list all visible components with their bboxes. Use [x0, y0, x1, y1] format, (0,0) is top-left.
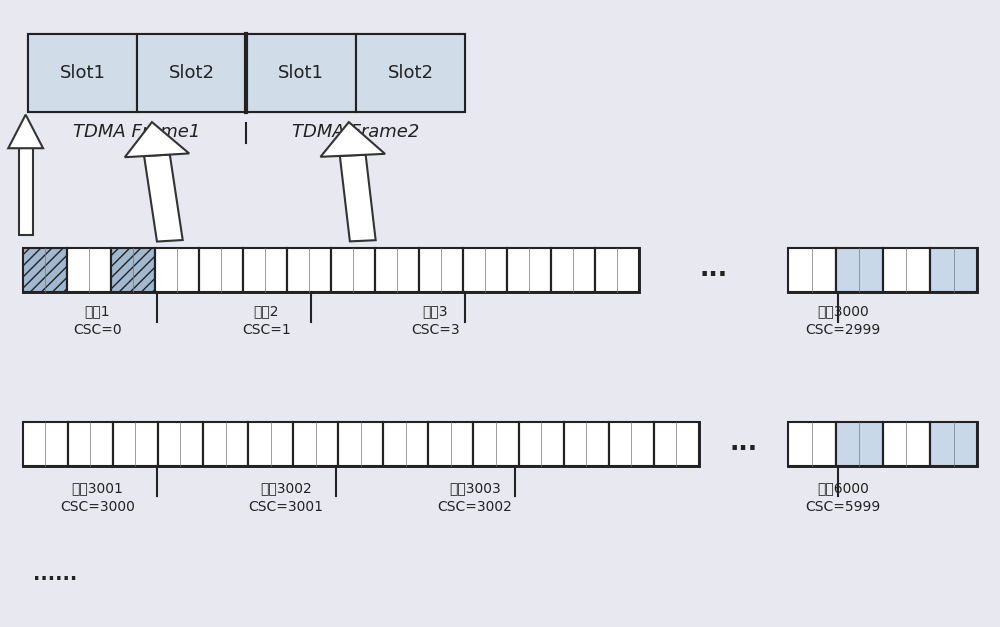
FancyBboxPatch shape: [113, 422, 158, 466]
FancyBboxPatch shape: [155, 248, 199, 292]
FancyBboxPatch shape: [287, 248, 331, 292]
FancyBboxPatch shape: [137, 34, 246, 112]
FancyBboxPatch shape: [23, 248, 639, 292]
FancyBboxPatch shape: [383, 422, 428, 466]
FancyBboxPatch shape: [28, 34, 137, 112]
FancyBboxPatch shape: [338, 422, 383, 466]
FancyBboxPatch shape: [463, 248, 507, 292]
FancyBboxPatch shape: [836, 422, 883, 466]
Polygon shape: [321, 122, 385, 157]
FancyBboxPatch shape: [788, 422, 836, 466]
FancyBboxPatch shape: [23, 248, 67, 292]
FancyBboxPatch shape: [23, 422, 699, 466]
Text: Slot1: Slot1: [59, 64, 105, 82]
FancyBboxPatch shape: [158, 422, 203, 466]
Text: Slot2: Slot2: [169, 64, 215, 82]
Text: ...: ...: [700, 256, 728, 281]
FancyBboxPatch shape: [654, 422, 699, 466]
Text: ......: ......: [33, 565, 77, 584]
Text: 复偈3001
CSC=3000: 复偈3001 CSC=3000: [60, 482, 135, 514]
FancyBboxPatch shape: [564, 422, 609, 466]
FancyBboxPatch shape: [551, 248, 595, 292]
FancyBboxPatch shape: [356, 34, 465, 112]
FancyBboxPatch shape: [609, 422, 654, 466]
FancyBboxPatch shape: [788, 422, 977, 466]
FancyBboxPatch shape: [836, 248, 883, 292]
Text: 复偈3
CSC=3: 复偈3 CSC=3: [411, 304, 460, 337]
FancyBboxPatch shape: [199, 248, 243, 292]
FancyBboxPatch shape: [375, 248, 419, 292]
Polygon shape: [125, 122, 189, 157]
FancyBboxPatch shape: [293, 422, 338, 466]
Text: 复偈1
CSC=0: 复偈1 CSC=0: [73, 304, 122, 337]
FancyBboxPatch shape: [331, 248, 375, 292]
Text: Slot2: Slot2: [388, 64, 434, 82]
Text: TDMA Frame1: TDMA Frame1: [73, 123, 201, 140]
FancyBboxPatch shape: [248, 422, 293, 466]
Text: TDMA Frame2: TDMA Frame2: [292, 123, 419, 140]
FancyBboxPatch shape: [68, 422, 113, 466]
FancyBboxPatch shape: [428, 422, 473, 466]
FancyBboxPatch shape: [67, 248, 111, 292]
FancyBboxPatch shape: [246, 34, 356, 112]
FancyBboxPatch shape: [243, 248, 287, 292]
Polygon shape: [19, 148, 33, 234]
Polygon shape: [8, 115, 43, 148]
FancyBboxPatch shape: [930, 248, 977, 292]
FancyBboxPatch shape: [419, 248, 463, 292]
FancyBboxPatch shape: [203, 422, 248, 466]
Text: 复偈6000
CSC=5999: 复偈6000 CSC=5999: [805, 482, 881, 514]
Polygon shape: [144, 155, 183, 241]
FancyBboxPatch shape: [883, 422, 930, 466]
Text: 复偈3003
CSC=3002: 复偈3003 CSC=3002: [438, 482, 513, 514]
FancyBboxPatch shape: [930, 422, 977, 466]
FancyBboxPatch shape: [473, 422, 519, 466]
FancyBboxPatch shape: [788, 248, 836, 292]
FancyBboxPatch shape: [595, 248, 639, 292]
Text: 复偈3002
CSC=3001: 复偈3002 CSC=3001: [249, 482, 324, 514]
FancyBboxPatch shape: [111, 248, 155, 292]
FancyBboxPatch shape: [788, 248, 977, 292]
FancyBboxPatch shape: [883, 248, 930, 292]
Text: Slot1: Slot1: [278, 64, 324, 82]
Text: ...: ...: [730, 431, 758, 455]
Polygon shape: [340, 155, 376, 241]
Text: 复偈2
CSC=1: 复偈2 CSC=1: [242, 304, 291, 337]
Text: 复偈3000
CSC=2999: 复偈3000 CSC=2999: [805, 304, 881, 337]
FancyBboxPatch shape: [507, 248, 551, 292]
FancyBboxPatch shape: [519, 422, 564, 466]
FancyBboxPatch shape: [23, 422, 68, 466]
FancyBboxPatch shape: [28, 34, 465, 112]
